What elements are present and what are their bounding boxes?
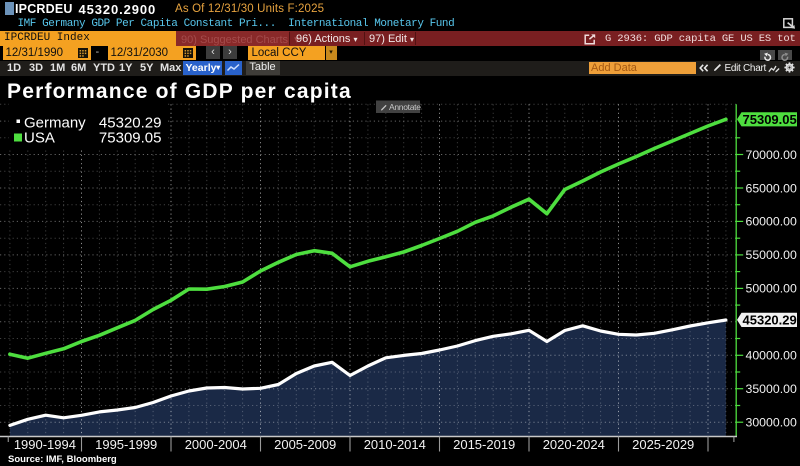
svg-text:Annotate: Annotate (389, 102, 421, 112)
svg-text:70000.00: 70000.00 (746, 148, 797, 162)
svg-text:65000.00: 65000.00 (746, 181, 797, 195)
svg-text:55000.00: 55000.00 (746, 248, 797, 262)
svg-text:45320.29: 45320.29 (743, 313, 797, 328)
svg-text:2010-2014: 2010-2014 (364, 437, 426, 452)
svg-text:75309.05: 75309.05 (743, 112, 797, 127)
svg-text:1990-1994: 1990-1994 (14, 437, 76, 452)
svg-text:1995-1999: 1995-1999 (95, 437, 157, 452)
svg-text:USA: USA (24, 130, 55, 147)
svg-text:40000.00: 40000.00 (746, 349, 797, 363)
svg-text:75309.05: 75309.05 (99, 130, 162, 147)
svg-text:2015-2019: 2015-2019 (453, 437, 515, 452)
svg-text:50000.00: 50000.00 (746, 282, 797, 296)
svg-text:35000.00: 35000.00 (746, 382, 797, 396)
svg-text:Germany: Germany (24, 115, 86, 132)
svg-text:60000.00: 60000.00 (746, 215, 797, 229)
svg-text:45320.29: 45320.29 (99, 115, 162, 132)
svg-text:2000-2004: 2000-2004 (185, 437, 247, 452)
svg-text:30000.00: 30000.00 (746, 416, 797, 430)
svg-text:2005-2009: 2005-2009 (274, 437, 336, 452)
svg-text:Source: IMF, Bloomberg: Source: IMF, Bloomberg (8, 454, 117, 465)
svg-text:2020-2024: 2020-2024 (543, 437, 605, 452)
svg-text:2025-2029: 2025-2029 (632, 437, 694, 452)
